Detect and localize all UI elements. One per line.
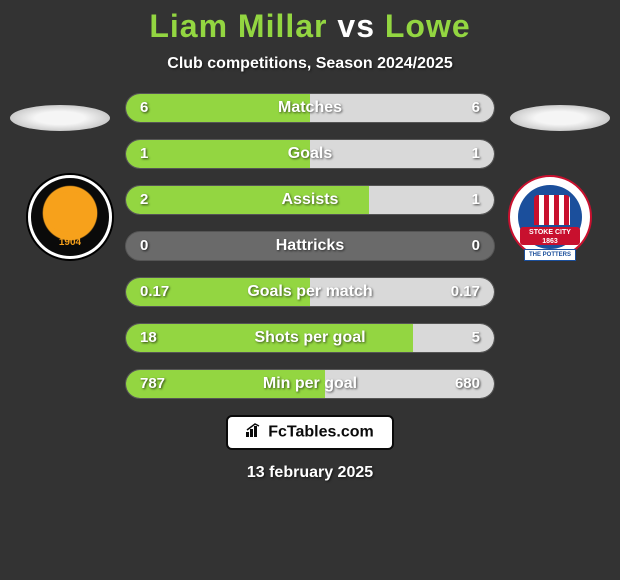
badge-right-banner: STOKE CITY 1863 — [520, 227, 580, 245]
stat-row: 787680Min per goal — [125, 369, 495, 399]
vs-text: vs — [337, 8, 375, 44]
stat-label: Goals — [126, 140, 494, 168]
comparison-title: Liam Millar vs Lowe — [0, 8, 620, 45]
stat-label: Hattricks — [126, 232, 494, 260]
stat-row: 21Assists — [125, 185, 495, 215]
stat-row: 0.170.17Goals per match — [125, 277, 495, 307]
stat-label: Goals per match — [126, 278, 494, 306]
stat-row: 66Matches — [125, 93, 495, 123]
subtitle: Club competitions, Season 2024/2025 — [0, 55, 620, 73]
site-name: FcTables.com — [268, 424, 374, 441]
club-badge-right: STOKE CITY 1863 THE POTTERS — [508, 175, 592, 259]
badge-right-ribbon: THE POTTERS — [524, 249, 576, 261]
stat-row: 185Shots per goal — [125, 323, 495, 353]
stat-label: Matches — [126, 94, 494, 122]
shadow-left — [10, 105, 110, 131]
tiger-icon — [45, 192, 97, 232]
stats-bars: 66Matches 11Goals 21Assists 00Hattricks 0.17… — [125, 93, 495, 399]
chart-icon — [246, 423, 264, 442]
badge-right-top: STOKE CITY — [529, 229, 571, 236]
stat-label: Assists — [126, 186, 494, 214]
footer: FcTables.com 13 february 2025 — [0, 415, 620, 482]
stat-label: Min per goal — [126, 370, 494, 398]
stat-row: 11Goals — [125, 139, 495, 169]
stat-label: Shots per goal — [126, 324, 494, 352]
club-badge-left: 1904 — [28, 175, 112, 259]
stat-row: 00Hattricks — [125, 231, 495, 261]
stripes-icon — [534, 195, 570, 225]
shadow-right — [510, 105, 610, 131]
badge-left-year: 1904 — [31, 237, 109, 248]
footer-date: 13 february 2025 — [0, 464, 620, 482]
content: 1904 STOKE CITY 1863 THE POTTERS 66Match… — [0, 93, 620, 399]
header: Liam Millar vs Lowe Club competitions, S… — [0, 0, 620, 73]
site-badge: FcTables.com — [226, 415, 394, 450]
player1-name: Liam Millar — [149, 8, 327, 44]
badge-right-year: 1863 — [542, 238, 558, 245]
player2-name: Lowe — [385, 8, 471, 44]
